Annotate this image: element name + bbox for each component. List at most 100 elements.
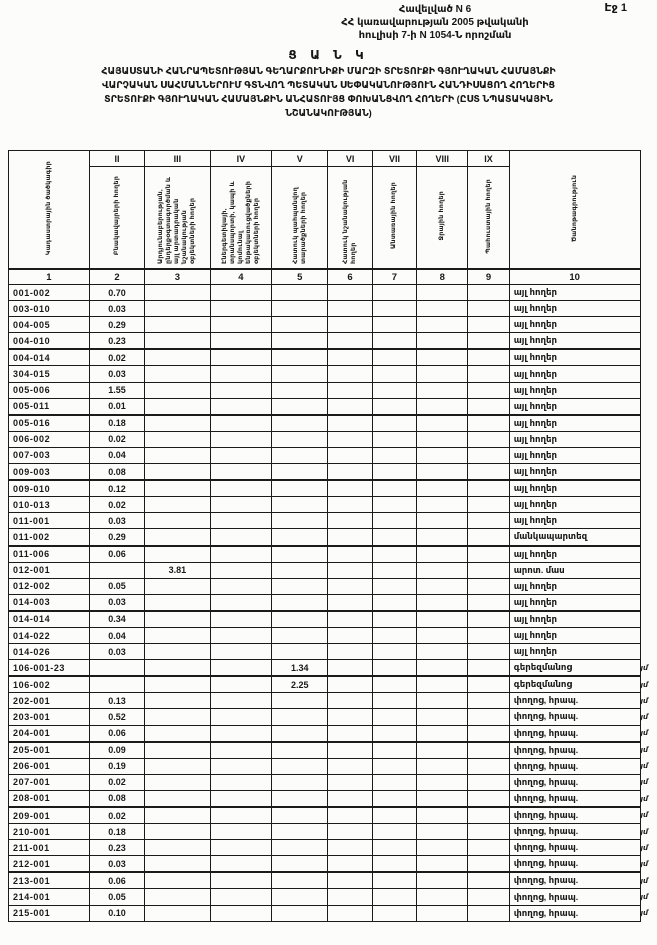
area-value-cell-col3: [144, 806, 211, 825]
area-value-cell-col9: [467, 414, 510, 432]
area-value-cell-col9: [467, 430, 510, 448]
margin-mark: յմ: [640, 730, 648, 738]
cadastral-code-cell: 208-001: [8, 789, 90, 808]
margin-mark: յմ: [640, 681, 648, 689]
area-value-cell-col5: [271, 414, 329, 432]
area-value-cell-col7: [371, 283, 418, 302]
area-value-cell-col5: [271, 757, 329, 775]
area-value-cell-col6: [327, 414, 373, 432]
area-value-cell-col8: [416, 512, 469, 530]
area-value-cell-col2: 0.34: [88, 610, 146, 628]
header-label-notes: Ծանոթագրություն: [570, 174, 578, 242]
note-cell: այլ հողեր: [508, 496, 641, 514]
area-value-cell-col2: 0.29: [88, 316, 146, 334]
area-value-cell-col2: 0.18: [88, 823, 146, 841]
roman-numeral: III: [144, 150, 211, 167]
area-value-cell-col9: [467, 528, 510, 547]
area-value-cell-col2: 0.18: [88, 414, 146, 432]
area-value-cell-col7: [371, 316, 418, 334]
header-label-infrastructure: Էներգետիկայի, տրանսպորտի, կապի և կոմունա…: [220, 180, 260, 264]
annex-line: հուլիսի 7-ի N 1054-Ն որոշման: [358, 30, 512, 41]
area-value-cell-col9: [467, 855, 510, 874]
note-cell: փողոց, հրապ.: [508, 839, 641, 857]
area-value-cell-col4: [209, 871, 273, 890]
cadastral-code-cell: 215-001: [8, 904, 90, 922]
area-value-cell-col2: [88, 561, 146, 579]
area-value-cell-col6: [327, 888, 373, 906]
margin-mark: յմ: [640, 779, 648, 787]
area-value-cell-col7: [371, 724, 418, 743]
area-value-cell-col7: [371, 561, 418, 579]
margin-mark: [640, 546, 657, 563]
note-cell: այլ հողեր: [508, 446, 641, 465]
area-value-cell-col7: [371, 430, 418, 448]
area-value-cell-col2: 0.04: [88, 626, 146, 645]
area-value-cell-col4: [209, 577, 273, 595]
area-value-cell-col3: [144, 659, 211, 678]
document-title: Ց Ա Ն Կ: [288, 48, 369, 62]
area-value-cell-col9: [467, 577, 510, 595]
area-value-cell-col6: [327, 348, 373, 367]
area-value-cell-col7: [371, 675, 418, 694]
column-number: 10: [508, 268, 641, 285]
area-value-cell-col4: [209, 463, 273, 482]
header-label-residential: Բնակավայրերի հողեր: [112, 176, 120, 256]
area-value-cell-col8: [416, 643, 469, 661]
table-row: 005-011 0.01 այլ հողեր: [8, 397, 657, 416]
area-value-cell-col3: [144, 397, 211, 416]
area-value-cell-col5: [271, 789, 329, 808]
area-value-cell-col2: 0.12: [88, 479, 146, 498]
table-row: 106-002 2.25 գերեզմանոց յմ: [8, 675, 657, 694]
area-value-cell-col8: [416, 871, 469, 890]
area-value-cell-col9: [467, 381, 510, 399]
area-value-cell-col5: [271, 741, 329, 759]
area-value-cell-col5: [271, 773, 329, 791]
cadastral-code-cell: 213-001: [8, 871, 90, 890]
area-value-cell-col9: [467, 365, 510, 383]
area-value-cell-col2: 0.10: [88, 904, 146, 922]
area-value-cell-col9: [467, 708, 510, 726]
margin-mark: [640, 301, 657, 317]
area-value-cell-col6: [327, 496, 373, 514]
area-value-cell-col9: [467, 806, 510, 825]
area-value-cell-col7: [371, 463, 418, 482]
area-value-cell-col2: 1.55: [88, 381, 146, 399]
note-cell: այլ հողեր: [508, 283, 641, 302]
area-value-cell-col9: [467, 823, 510, 841]
column-number: 9: [467, 268, 510, 285]
area-value-cell-col7: [371, 659, 418, 678]
area-value-cell-col4: [209, 561, 273, 579]
area-value-cell-col6: [327, 332, 373, 351]
note-cell: փողոց, հրապ.: [508, 789, 641, 808]
area-value-cell-col8: [416, 839, 469, 857]
table-row: 210-001 0.18 փողոց, հրապ. յմ: [8, 823, 657, 841]
area-value-cell-col3: [144, 789, 211, 808]
note-cell: այլ հողեր: [508, 365, 641, 383]
margin-mark: [640, 497, 657, 513]
area-value-cell-col5: [271, 888, 329, 906]
area-value-cell-col2: 0.02: [88, 430, 146, 448]
cadastral-code-cell: 003-010: [8, 300, 90, 318]
note-cell: փողոց, հրապ.: [508, 806, 641, 825]
area-value-cell-col3: [144, 300, 211, 318]
area-value-cell-col2: [88, 659, 146, 678]
area-value-cell-col8: [416, 724, 469, 743]
cadastral-code-cell: 011-001: [8, 512, 90, 530]
area-value-cell-col7: [371, 823, 418, 841]
margin-mark: յմ: [640, 828, 648, 836]
area-value-cell-col9: [467, 463, 510, 482]
header-cell-water: Ջրային հողեր: [416, 166, 469, 270]
area-value-cell-col5: [271, 332, 329, 351]
header-cell-forest: Անտառային հողեր: [371, 166, 418, 270]
area-value-cell-col8: [416, 414, 469, 432]
area-value-cell-col6: [327, 871, 373, 890]
area-value-cell-col2: 0.04: [88, 446, 146, 465]
table-row: 209-001 0.02 փողոց, հրապ. յմ: [8, 806, 657, 825]
area-value-cell-col9: [467, 871, 510, 890]
cadastral-code-cell: 212-001: [8, 855, 90, 874]
cadastral-code-cell: 204-001: [8, 724, 90, 743]
area-value-cell-col8: [416, 316, 469, 334]
annex-line: ՀՀ կառավարության 2005 թվականի: [341, 17, 529, 28]
header-cell-infrastructure: Էներգետիկայի, տրանսպորտի, կապի և կոմունա…: [209, 166, 273, 270]
cadastral-code-cell: 010-013: [8, 496, 90, 514]
